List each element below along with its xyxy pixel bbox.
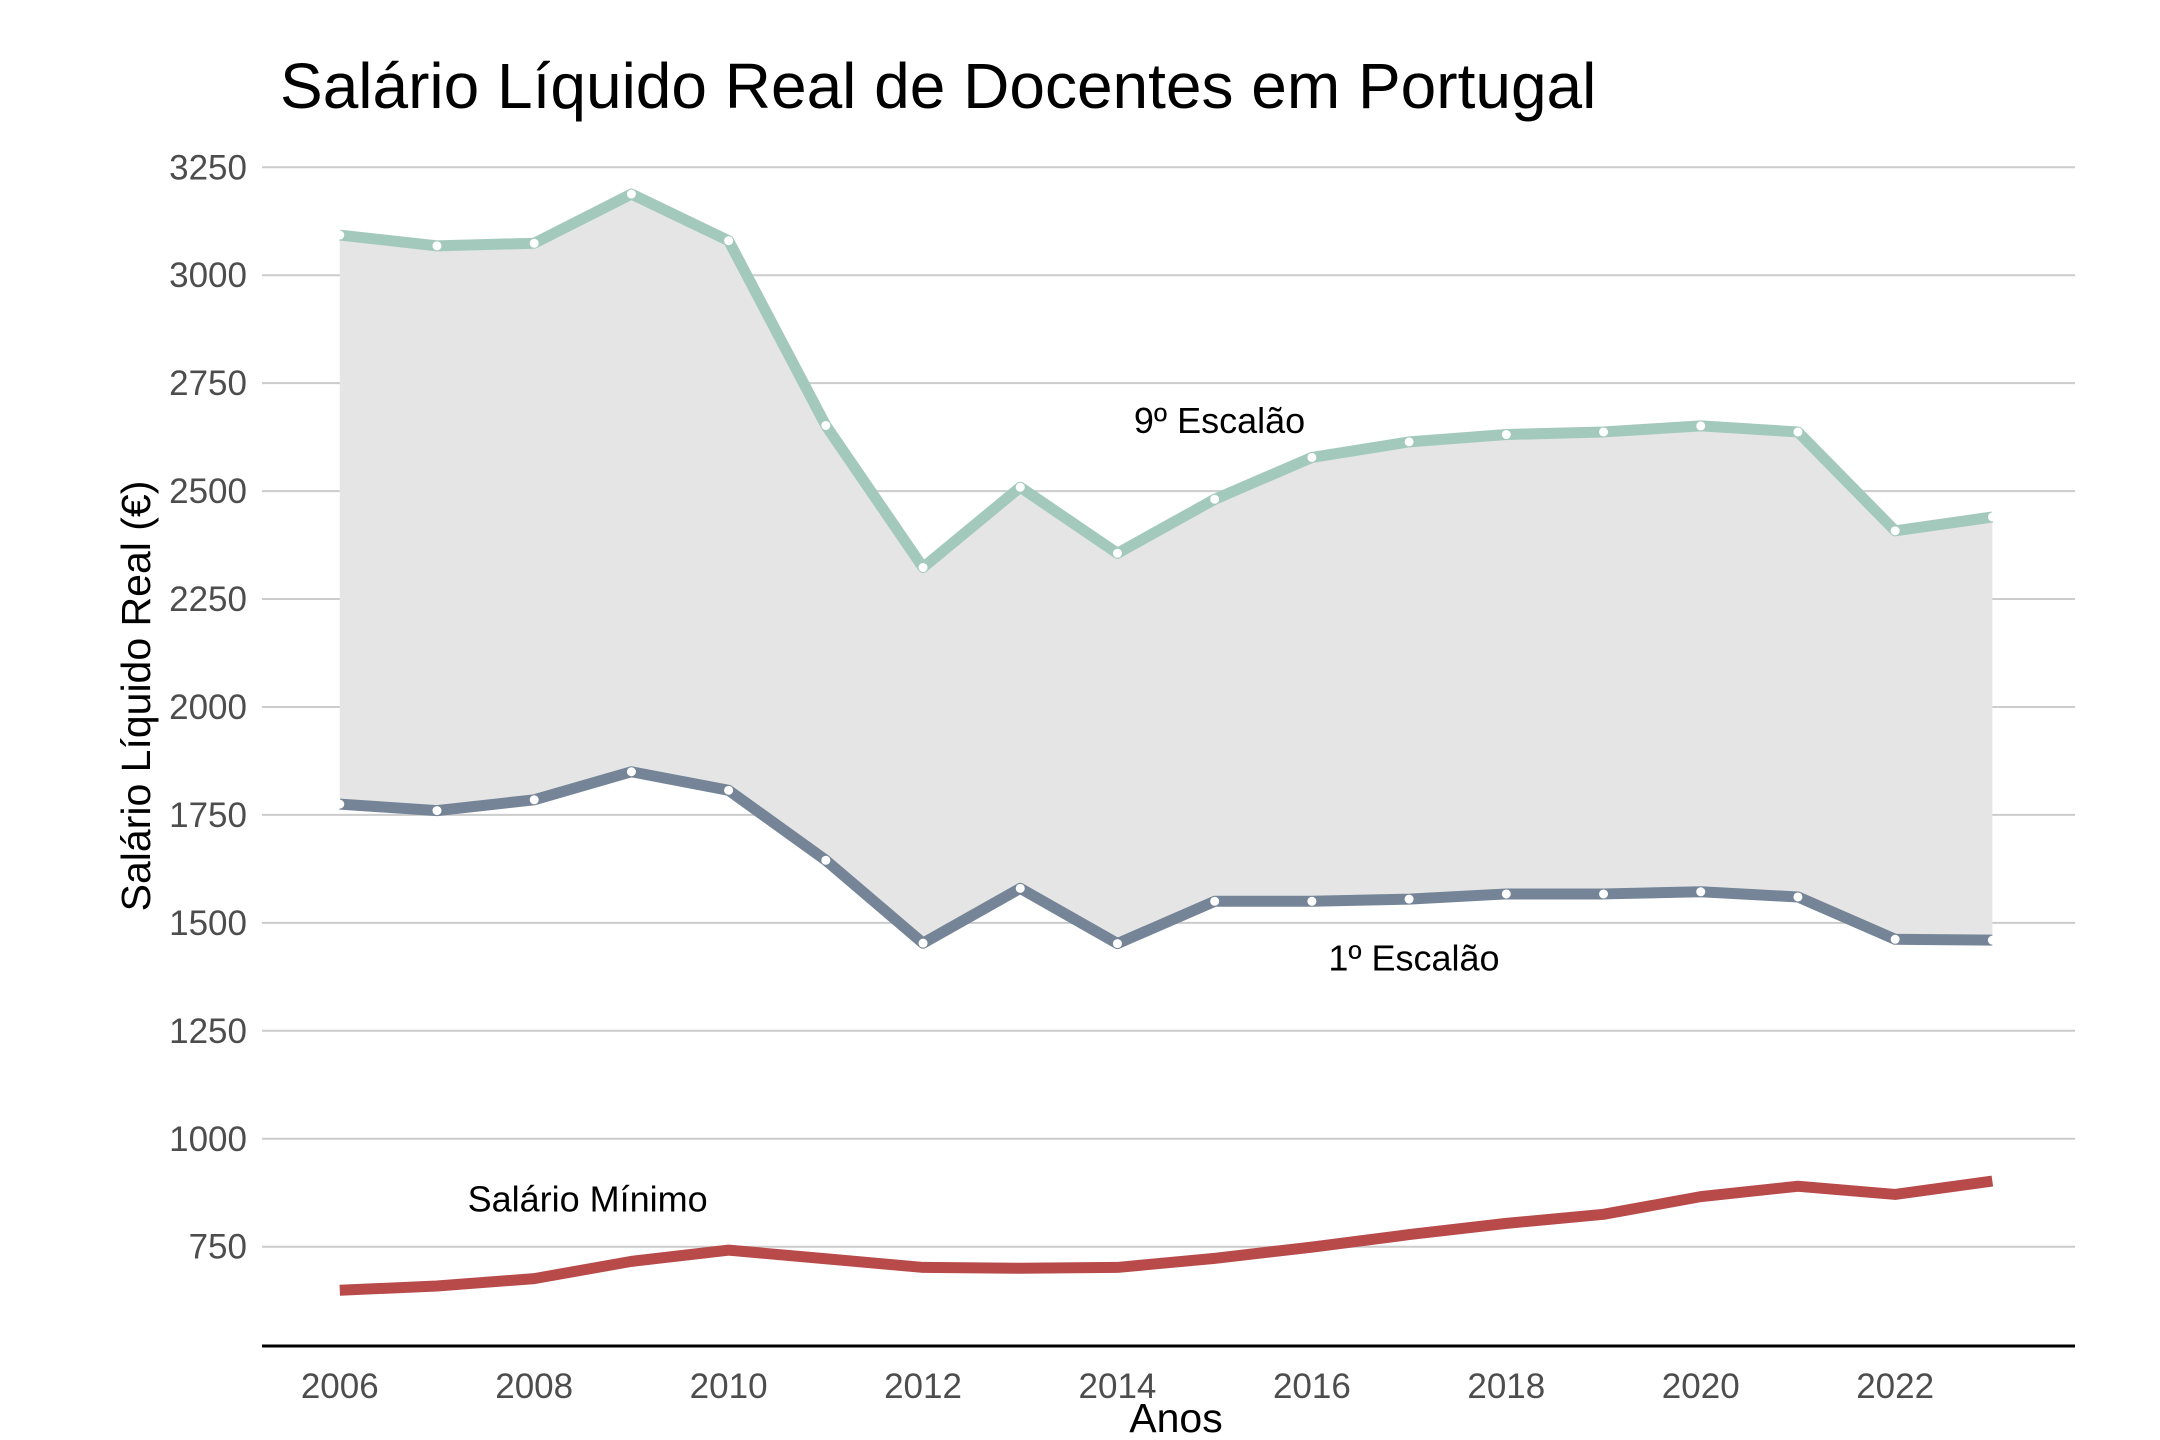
data-point-1-escalao [1210, 896, 1220, 906]
data-point-9-escalao [1015, 482, 1025, 492]
data-point-1-escalao [724, 785, 734, 795]
series-lines [339, 188, 1994, 1296]
x-tick-label: 2008 [495, 1367, 573, 1406]
series-annotations: 9º Escalão 1º Escalão Salário Mínimo [468, 400, 1500, 1219]
data-point-9-escalao [1793, 427, 1803, 437]
x-axis-title: Anos [1129, 1395, 1222, 1440]
data-point-1-escalao [1015, 883, 1025, 893]
annotation-salario-minimo: Salário Mínimo [468, 1178, 708, 1219]
data-point-9-escalao [918, 563, 928, 573]
x-tick-label: 2022 [1856, 1367, 1934, 1406]
data-point-9-escalao [626, 189, 636, 199]
x-tick-label: 2012 [884, 1367, 962, 1406]
data-point-1-escalao [626, 767, 636, 777]
x-tick-label: 2020 [1662, 1367, 1740, 1406]
y-tick-label: 2750 [169, 364, 247, 403]
y-tick-label: 2500 [169, 472, 247, 511]
data-point-9-escalao [1987, 512, 1997, 522]
data-point-9-escalao [529, 238, 539, 248]
series-markers [335, 189, 1997, 949]
y-tick-labels: 750 1000 1250 1500 1750 2000 2250 2500 2750 3000 3… [169, 148, 247, 1266]
data-point-9-escalao [1404, 437, 1414, 447]
data-point-1-escalao [1501, 889, 1511, 899]
y-tick-label: 2000 [169, 688, 247, 727]
data-point-9-escalao [335, 230, 345, 240]
data-point-1-escalao [432, 806, 442, 816]
data-point-1-escalao [1112, 939, 1122, 949]
data-point-1-escalao [1307, 896, 1317, 906]
y-tick-label: 3250 [169, 148, 247, 187]
x-tick-labels: 2006 2008 2010 2012 2014 2016 2018 2020 2022 [301, 1367, 1934, 1406]
data-point-9-escalao [1890, 526, 1900, 536]
data-point-9-escalao [821, 420, 831, 430]
data-point-9-escalao [432, 241, 442, 251]
y-tick-label: 1750 [169, 796, 247, 835]
data-point-1-escalao [335, 799, 345, 809]
data-point-9-escalao [1599, 427, 1609, 437]
x-tick-label: 2018 [1467, 1367, 1545, 1406]
x-tick-label: 2014 [1079, 1367, 1157, 1406]
data-point-1-escalao [1404, 894, 1414, 904]
y-tick-label: 1000 [169, 1120, 247, 1159]
annotation-9-escalao: 9º Escalão [1134, 400, 1305, 441]
data-point-1-escalao [1696, 887, 1706, 897]
y-tick-label: 3000 [169, 256, 247, 295]
data-point-9-escalao [1696, 421, 1706, 431]
data-point-1-escalao [1987, 935, 1997, 945]
salary-band [339, 194, 1993, 944]
data-point-1-escalao [529, 795, 539, 805]
chart-title: Salário Líquido Real de Docentes em Port… [280, 50, 1596, 122]
band-area [339, 194, 1993, 944]
y-tick-label: 1250 [169, 1012, 247, 1051]
data-point-9-escalao [724, 236, 734, 246]
data-point-9-escalao [1112, 548, 1122, 558]
y-tick-label: 2250 [169, 580, 247, 619]
series-line-9-escalao [339, 188, 1994, 574]
data-point-1-escalao [1890, 934, 1900, 944]
y-tick-label: 1500 [169, 904, 247, 943]
data-point-9-escalao [1501, 430, 1511, 440]
data-point-1-escalao [918, 938, 928, 948]
annotation-1-escalao: 1º Escalão [1328, 937, 1499, 978]
x-tick-label: 2010 [690, 1367, 768, 1406]
series-line-salario-minimo [339, 1175, 1994, 1296]
y-tick-label: 750 [189, 1228, 247, 1267]
data-point-1-escalao [1793, 892, 1803, 902]
series-line-1-escalao [339, 766, 1993, 950]
x-tick-label: 2006 [301, 1367, 379, 1406]
x-tick-label: 2016 [1273, 1367, 1351, 1406]
data-point-1-escalao [1599, 889, 1609, 899]
data-point-1-escalao [821, 855, 831, 865]
data-point-9-escalao [1307, 452, 1317, 462]
y-axis-title: Salário Líquido Real (€) [113, 481, 159, 912]
data-point-9-escalao [1210, 494, 1220, 504]
